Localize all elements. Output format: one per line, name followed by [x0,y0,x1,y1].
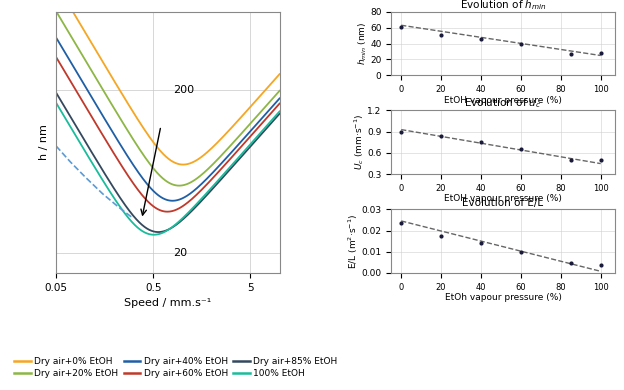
Dry air+85% EtOH [92,156,99,161]
Dry air+20% EtOH [185,181,192,186]
Dry air+40% EtOH [221,158,228,162]
Text: 200: 200 [173,85,194,94]
Dry air+40% EtOH [202,177,210,182]
Dry air+20% EtOH [92,75,99,80]
Dry air+85% EtOH [154,230,161,234]
X-axis label: Speed / mm.s⁻¹: Speed / mm.s⁻¹ [124,298,212,308]
Line: Dry air+20% EtOH: Dry air+20% EtOH [56,11,280,186]
Dry air+0% EtOH [276,72,283,76]
Dry air+85% EtOH [221,173,228,178]
Dry air+60% EtOH [92,121,99,126]
Dry air+60% EtOH [154,207,161,211]
Dry air+0% EtOH [92,48,99,52]
X-axis label: EtOh vapour pressure (%): EtOh vapour pressure (%) [444,293,562,302]
Dry air+40% EtOH [110,131,117,136]
100% EtOH [92,167,99,171]
Dry air+85% EtOH [52,90,60,95]
Title: Evolution of $u_c$: Evolution of $u_c$ [464,97,542,110]
Line: Dry air+40% EtOH: Dry air+40% EtOH [56,38,280,201]
Dry air+20% EtOH [221,149,228,154]
100% EtOH [202,192,210,197]
Dry air+85% EtOH [276,112,283,116]
100% EtOH [154,232,162,237]
Title: Evolution of E/L: Evolution of E/L [462,199,544,209]
Dry air+85% EtOH [155,230,162,234]
100% EtOH [110,195,117,200]
100% EtOH [185,210,192,215]
Y-axis label: $h_{min}$ (nm): $h_{min}$ (nm) [356,22,369,65]
Dry air+40% EtOH [92,102,99,106]
Y-axis label: h / nm: h / nm [39,124,49,160]
Dry air+0% EtOH [154,145,161,150]
Legend: Dry air+0% EtOH, Dry air+20% EtOH, Dry air+40% EtOH, Dry air+60% EtOH, Dry air+8: Dry air+0% EtOH, Dry air+20% EtOH, Dry a… [11,354,341,381]
Line: Dry air+60% EtOH: Dry air+60% EtOH [56,57,280,212]
Dry air+60% EtOH [276,101,283,106]
Dry air+85% EtOH [110,186,117,190]
Dry air+40% EtOH [154,192,161,197]
Dry air+60% EtOH [185,200,192,204]
100% EtOH [221,171,228,176]
Dry air+20% EtOH [52,9,60,14]
Dry air+40% EtOH [168,199,176,203]
Dry air+0% EtOH [179,162,187,167]
Dry air+40% EtOH [276,96,283,101]
100% EtOH [150,232,158,237]
X-axis label: EtOH vapour pressure (%): EtOH vapour pressure (%) [444,96,562,105]
Dry air+60% EtOH [52,55,60,60]
Dry air+40% EtOH [52,35,60,40]
Dry air+0% EtOH [110,78,117,82]
Text: 20: 20 [173,248,187,258]
Y-axis label: $U_c$ (mm·s$^{-1}$): $U_c$ (mm·s$^{-1}$) [352,114,366,170]
Title: Evolution of $h_{min}$: Evolution of $h_{min}$ [459,0,547,12]
Dry air+60% EtOH [221,163,228,167]
Dry air+20% EtOH [175,183,183,188]
Dry air+60% EtOH [163,209,171,214]
Dry air+40% EtOH [185,193,192,197]
X-axis label: EtOH vapour pressure (%): EtOH vapour pressure (%) [444,194,562,203]
Dry air+60% EtOH [110,151,117,155]
Dry air+20% EtOH [154,170,161,175]
Dry air+85% EtOH [202,194,210,199]
Dry air+0% EtOH [202,151,210,156]
100% EtOH [276,109,283,114]
100% EtOH [52,101,60,105]
Dry air+60% EtOH [202,183,210,188]
Dry air+20% EtOH [202,169,210,174]
Line: Dry air+0% EtOH: Dry air+0% EtOH [56,0,280,165]
Dry air+0% EtOH [185,161,192,166]
Line: 100% EtOH: 100% EtOH [56,103,280,235]
Dry air+85% EtOH [185,212,192,217]
Dry air+0% EtOH [221,133,228,137]
Dry air+20% EtOH [110,105,117,110]
Line: Dry air+85% EtOH: Dry air+85% EtOH [56,93,280,232]
Y-axis label: E/L (m$^2$·s$^{-1}$): E/L (m$^2$·s$^{-1}$) [346,214,360,269]
Dry air+20% EtOH [276,89,283,93]
